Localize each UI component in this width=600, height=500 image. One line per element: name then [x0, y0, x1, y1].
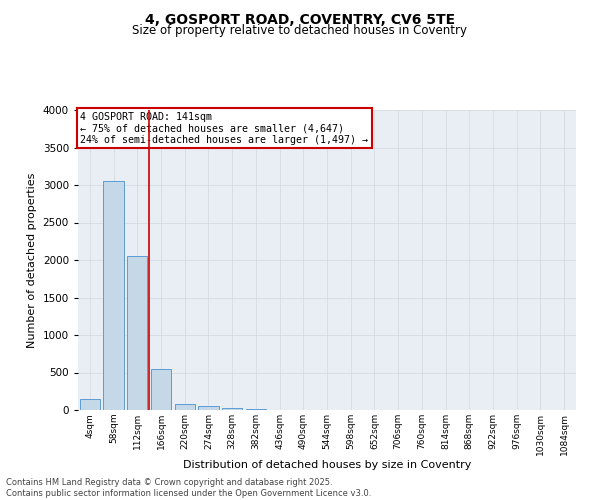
Text: 4, GOSPORT ROAD, COVENTRY, CV6 5TE: 4, GOSPORT ROAD, COVENTRY, CV6 5TE: [145, 12, 455, 26]
Bar: [222, 408, 242, 410]
Text: Size of property relative to detached houses in Coventry: Size of property relative to detached ho…: [133, 24, 467, 37]
Bar: [80, 399, 100, 410]
Text: Contains HM Land Registry data © Crown copyright and database right 2025.
Contai: Contains HM Land Registry data © Crown c…: [6, 478, 371, 498]
X-axis label: Distribution of detached houses by size in Coventry: Distribution of detached houses by size …: [183, 460, 471, 470]
Bar: [246, 408, 266, 410]
Y-axis label: Number of detached properties: Number of detached properties: [27, 172, 37, 348]
Text: 4 GOSPORT ROAD: 141sqm
← 75% of detached houses are smaller (4,647)
24% of semi-: 4 GOSPORT ROAD: 141sqm ← 75% of detached…: [80, 112, 368, 144]
Bar: [151, 369, 171, 410]
Bar: [103, 181, 124, 410]
Bar: [127, 256, 148, 410]
Bar: [199, 406, 218, 410]
Bar: [175, 404, 195, 410]
